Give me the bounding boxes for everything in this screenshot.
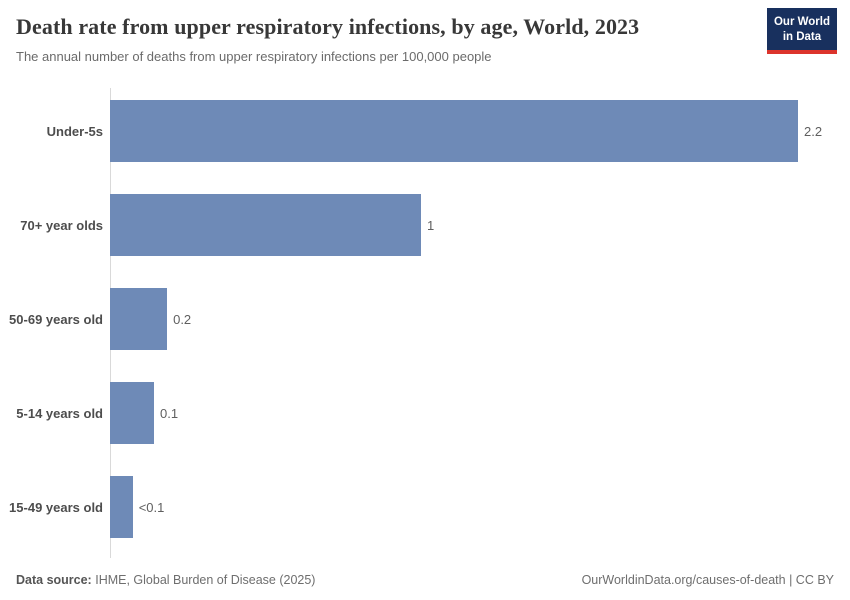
chart-footer: Data source: IHME, Global Burden of Dise…	[16, 573, 834, 587]
data-source-label: Data source:	[16, 573, 92, 587]
data-source-value: IHME, Global Burden of Disease (2025)	[95, 573, 316, 587]
bar[interactable]	[110, 288, 168, 350]
credit-link[interactable]: OurWorldinData.org/causes-of-death | CC …	[581, 573, 834, 587]
bar[interactable]	[110, 382, 155, 444]
bar-chart: Under-5s 2.2 70+ year olds 1 50-69 years…	[0, 84, 850, 558]
bar-rows: Under-5s 2.2 70+ year olds 1 50-69 years…	[0, 84, 850, 554]
category-label: 70+ year olds	[20, 217, 103, 233]
chart-title: Death rate from upper respiratory infect…	[16, 14, 640, 39]
bar-value-label: <0.1	[138, 499, 165, 515]
owid-logo-line1: Our World	[773, 16, 830, 28]
bar-track: 0.1	[110, 366, 850, 460]
bar[interactable]	[110, 194, 421, 256]
bar-row: 15-49 years old <0.1	[0, 460, 850, 554]
bar-value-label: 1	[426, 217, 435, 233]
owid-logo[interactable]: Our World in Data	[766, 8, 837, 54]
bar-value-label: 2.2	[804, 123, 823, 139]
bar-track: <0.1	[110, 460, 850, 554]
bar-row: 50-69 years old 0.2	[0, 272, 850, 366]
bar-track: 1	[110, 178, 850, 272]
bar-row: 5-14 years old 0.1	[0, 366, 850, 460]
bar-value-label: 0.1	[160, 405, 179, 421]
bar-track: 2.2	[110, 84, 850, 178]
category-label: 50-69 years old	[9, 311, 103, 327]
chart-header: Death rate from upper respiratory infect…	[16, 14, 750, 64]
bar-value-label: 0.2	[173, 311, 192, 327]
chart-subtitle: The annual number of deaths from upper r…	[16, 49, 492, 64]
bar[interactable]	[110, 100, 798, 162]
bar-track: 0.2	[110, 272, 850, 366]
data-source: Data source: IHME, Global Burden of Dise…	[16, 573, 315, 587]
bar-row: 70+ year olds 1	[0, 178, 850, 272]
category-label: 5-14 years old	[16, 405, 103, 421]
bar-row: Under-5s 2.2	[0, 84, 850, 178]
owid-logo-line2: in Data	[782, 30, 822, 43]
category-label: Under-5s	[46, 123, 103, 139]
bar[interactable]	[110, 476, 133, 538]
category-label: 15-49 years old	[9, 499, 103, 515]
